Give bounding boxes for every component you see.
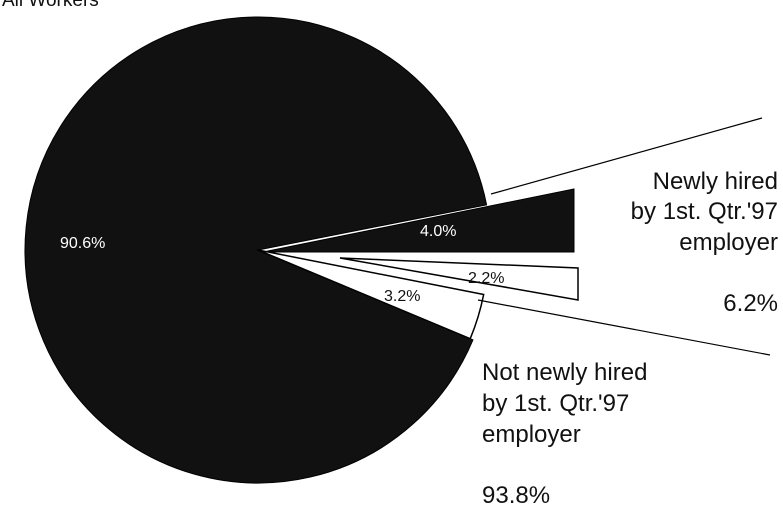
group-label-not-newly-hired-line-1: Not newly hired <box>482 359 647 386</box>
group-label-newly-hired-line-2: by 1st. Qtr.'97 <box>631 198 778 225</box>
leader-line-upper <box>490 117 763 195</box>
pie-slice-newly-hired-4-0 <box>266 188 575 253</box>
pie-slice-not-newly-hired-3-2 <box>257 249 485 340</box>
group-label-not-newly-hired-line-3: employer <box>482 421 581 448</box>
slice-label-90-6: 90.6% <box>60 235 105 252</box>
slice-label-4-0: 4.0% <box>420 223 456 240</box>
slice-label-3-2: 3.2% <box>384 288 420 305</box>
pie-slice-newly-hired-2-2 <box>339 257 579 301</box>
group-label-newly-hired-line-1: Newly hired <box>653 168 778 195</box>
group-total-not-newly-hired: 93.8% <box>482 482 550 507</box>
group-label-not-newly-hired-line-2: by 1st. Qtr.'97 <box>482 390 629 417</box>
group-label-newly-hired-line-3: employer <box>679 229 778 256</box>
group-total-newly-hired: 6.2% <box>723 290 778 317</box>
leader-line-lower <box>477 299 771 356</box>
pie-slice-not-newly-hired-90-6 <box>24 16 488 484</box>
chart-title: All Workers <box>2 0 99 11</box>
slice-label-2-2: 2.2% <box>468 270 504 287</box>
